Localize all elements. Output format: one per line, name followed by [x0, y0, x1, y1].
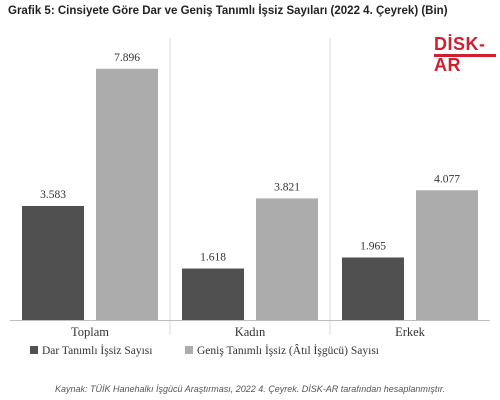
legend-label: Geniş Tanımlı İşsiz (Âtıl İşgücü) Sayısı [197, 343, 379, 357]
bar-2-3 [416, 190, 478, 320]
legend-swatch [30, 346, 38, 354]
bar-1-2 [182, 268, 244, 320]
data-label: 1.965 [360, 240, 386, 252]
category-label: Kadın [235, 325, 266, 339]
logo-underline [434, 54, 496, 57]
bar-1-3 [342, 257, 404, 320]
disk-ar-logo: DİSK-AR [432, 34, 498, 75]
legend-swatch [185, 346, 193, 354]
logo-text: DİSK-AR [434, 34, 486, 75]
data-label: 3.583 [40, 189, 66, 201]
legend-label: Dar Tanımlı İşsiz Sayısı [42, 343, 152, 357]
bar-2-2 [256, 198, 318, 320]
data-label: 3.821 [274, 181, 300, 193]
source-note: Kaynak: TÜİK Hanehalkı İşgücü Araştırmas… [54, 384, 445, 394]
data-label: 7.896 [114, 52, 140, 64]
data-label: 1.618 [200, 252, 226, 264]
data-label: 4.077 [434, 173, 460, 185]
category-label: Erkek [395, 325, 426, 339]
chart-title: Grafik 5: Cinsiyete Göre Dar ve Geniş Ta… [8, 5, 448, 17]
bar-2-1 [96, 68, 158, 320]
category-label: Toplam [71, 325, 109, 339]
bar-1-1 [22, 205, 84, 320]
